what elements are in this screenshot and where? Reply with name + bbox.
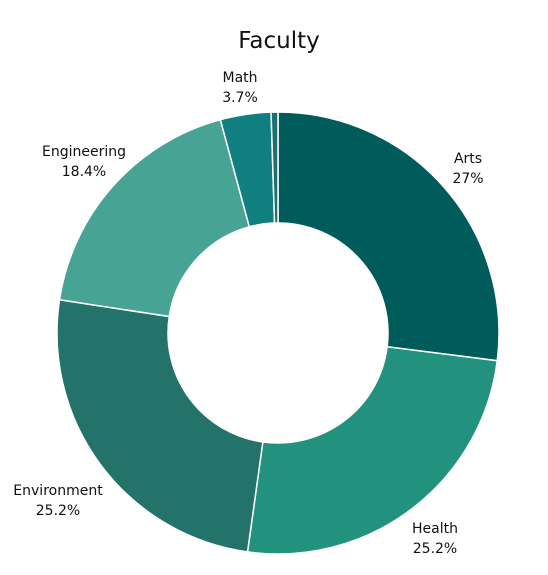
slice-label-math: Math xyxy=(222,70,257,86)
slice-label-health: Health xyxy=(412,521,458,537)
slice-environment xyxy=(56,298,264,553)
slice-label-engineering: Engineering xyxy=(42,144,126,160)
slice-group xyxy=(56,111,500,555)
label-group: Arts 27% Health 25.2% Environment 25.2% Engine… xyxy=(13,70,483,557)
slice-value-health: 25.2% xyxy=(413,541,457,557)
slice-value-environment: 25.2% xyxy=(36,503,80,519)
slice-engineering xyxy=(58,118,251,318)
slice-arts xyxy=(277,111,500,362)
chart-title: Faculty xyxy=(238,28,319,54)
slice-label-environment: Environment xyxy=(13,483,103,499)
slice-value-math: 3.7% xyxy=(222,90,258,106)
slice-health xyxy=(246,345,499,555)
slice-other xyxy=(270,111,279,224)
slice-value-engineering: 18.4% xyxy=(62,164,106,180)
slice-label-arts: Arts xyxy=(454,151,482,167)
slice-value-arts: 27% xyxy=(452,171,483,187)
